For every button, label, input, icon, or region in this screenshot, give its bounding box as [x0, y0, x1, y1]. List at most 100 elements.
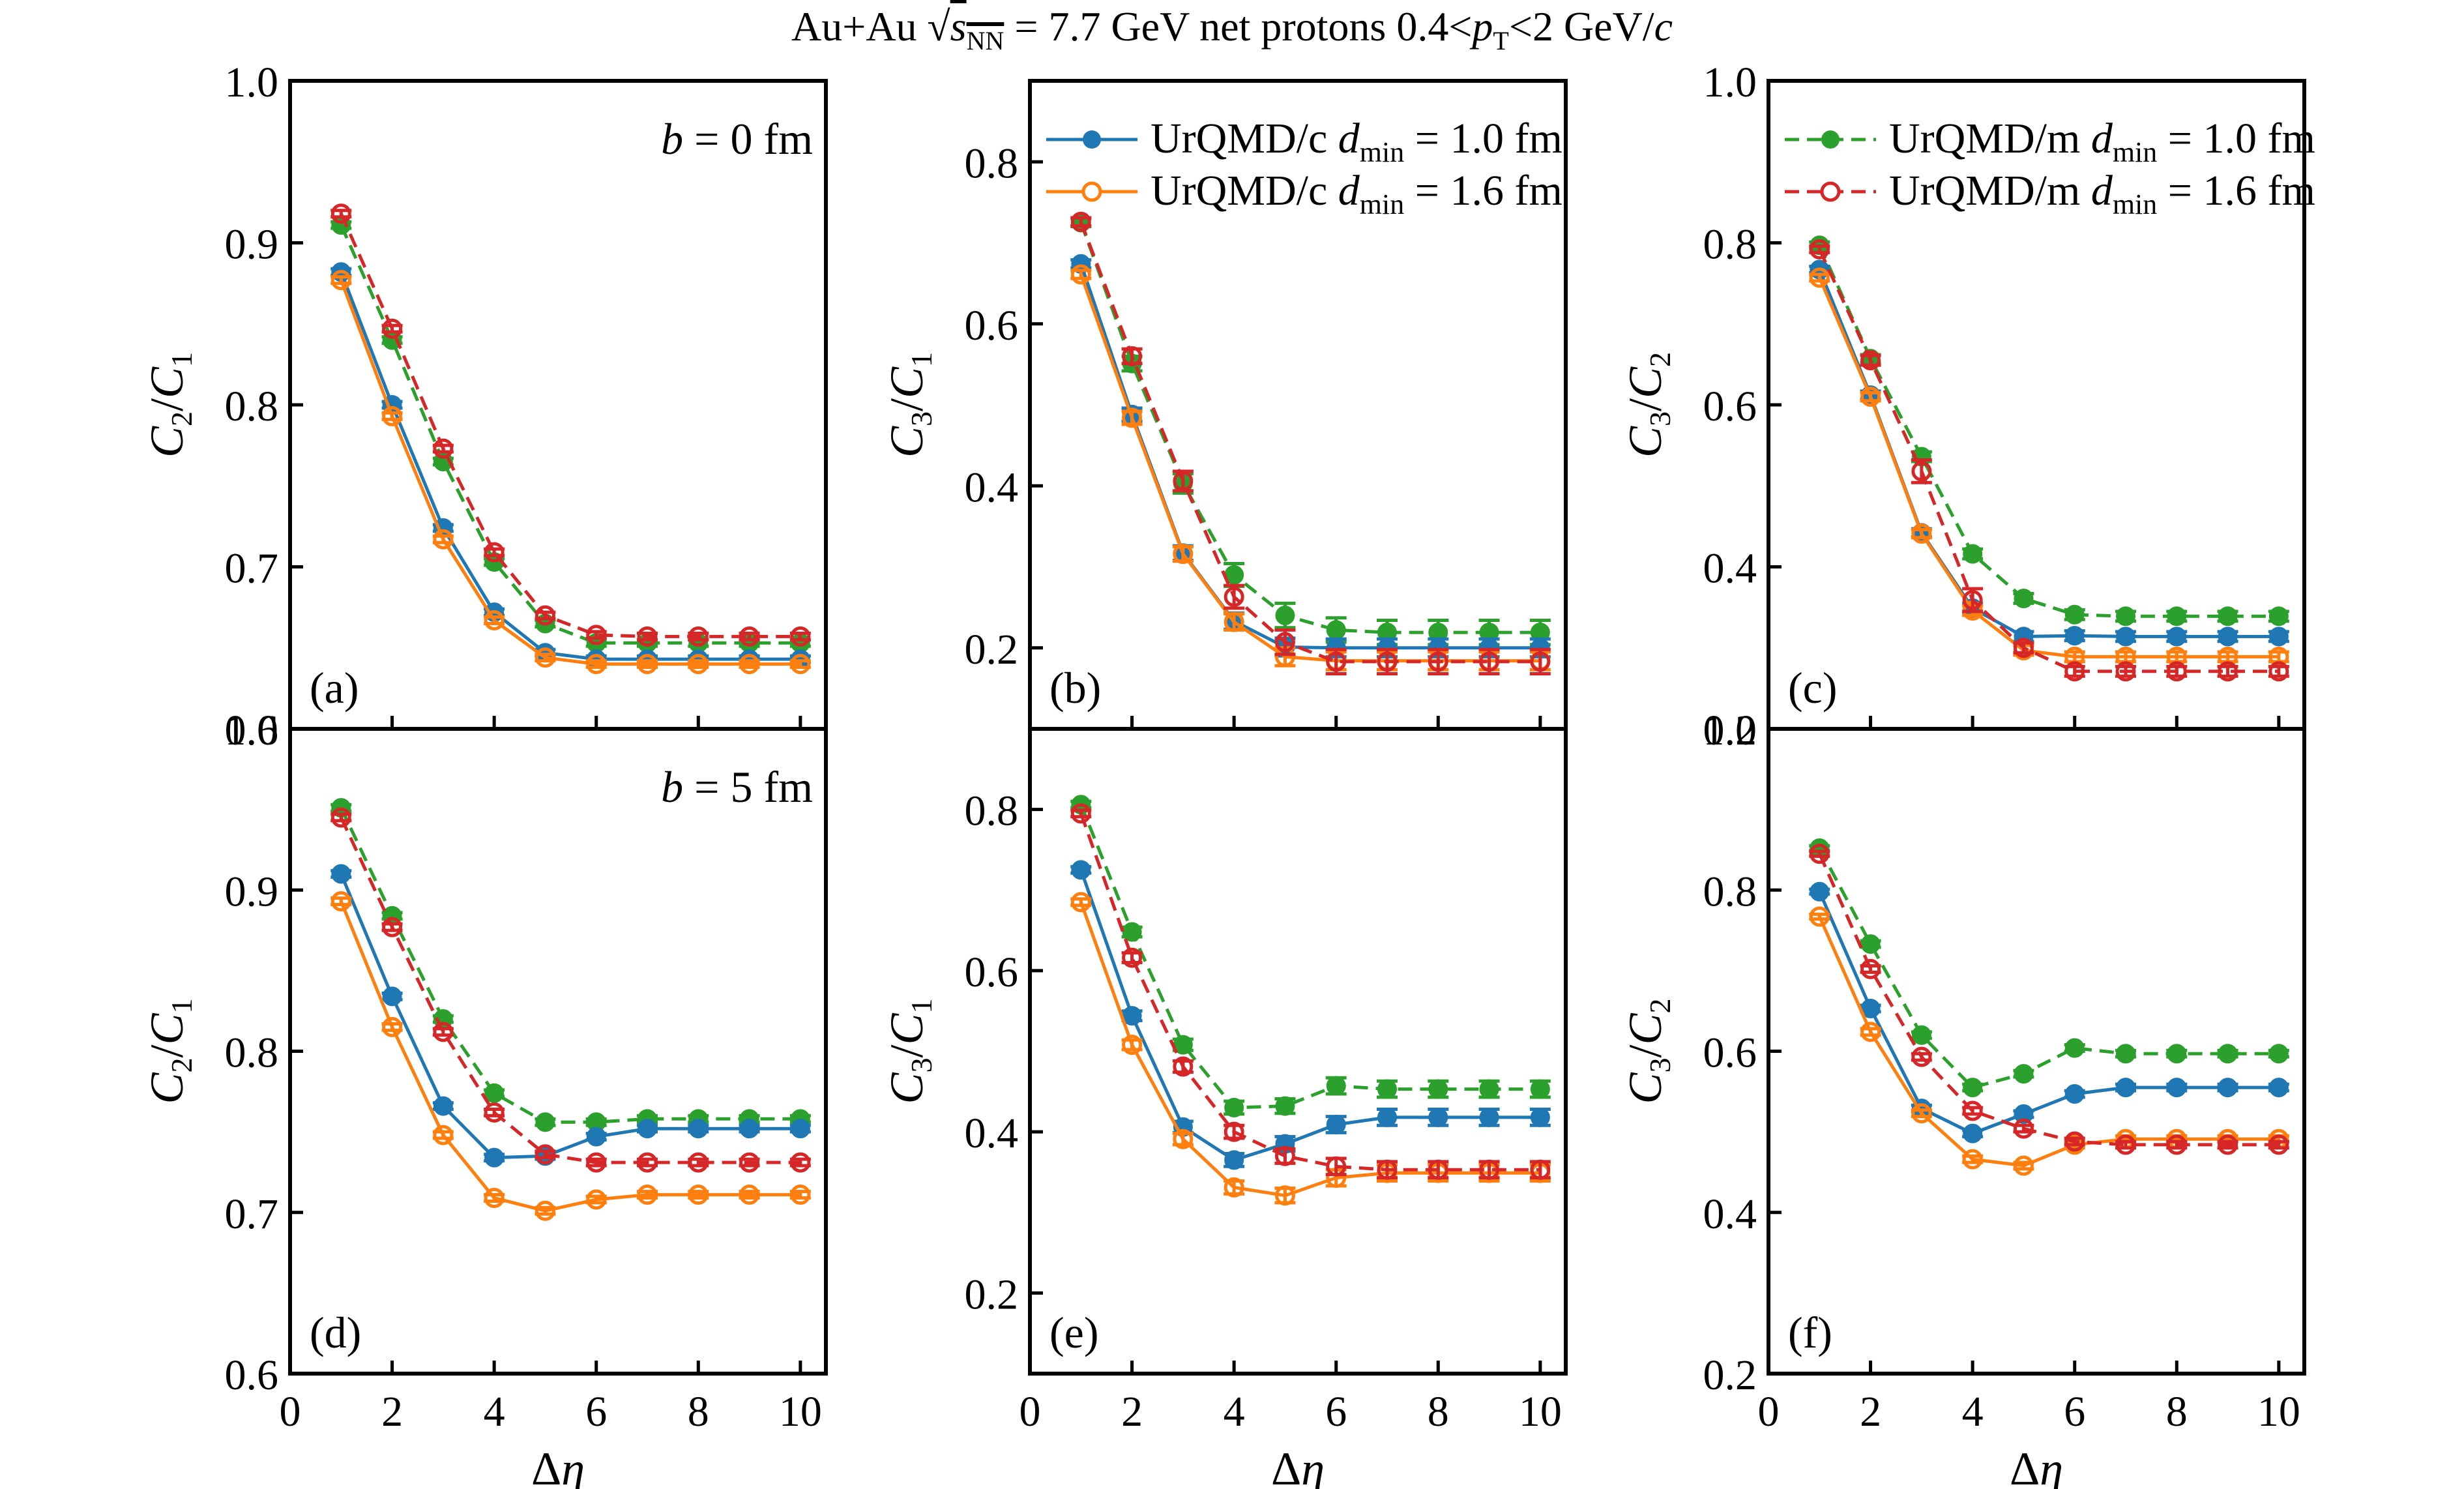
- data-point: [2218, 1044, 2238, 1064]
- data-point: [1071, 860, 1091, 880]
- ylabel-slash: /: [881, 398, 933, 411]
- data-point: [1860, 387, 1881, 407]
- panel-letter: (a): [310, 663, 359, 713]
- x-tick-label: 10: [2257, 1388, 2300, 1436]
- data-point: [1173, 544, 1194, 565]
- legend-marker: [1083, 130, 1101, 149]
- data-point: [1224, 1121, 1244, 1142]
- series-line-urqmd-m-1-6: [340, 816, 800, 1164]
- ylabel-num-sub: 3: [1643, 411, 1677, 426]
- y-tick-label: 0.4: [965, 1110, 1019, 1157]
- impact-parameter-annotation: b = 0 fm: [661, 114, 813, 164]
- data-point: [1070, 264, 1091, 285]
- data-point: [2013, 638, 2034, 658]
- xlabel-delta: Δ: [2010, 1443, 2040, 1489]
- legend-label: UrQMD/c dmin = 1.6 fm: [1151, 167, 1562, 220]
- data-point: [637, 626, 658, 647]
- title-middle: = 7.7 GeV net protons 0.4<: [1004, 3, 1473, 50]
- legend-label-sub: min: [2113, 136, 2157, 168]
- y-tick-label: 1.0: [225, 707, 279, 754]
- data-point: [535, 605, 555, 626]
- legend-label: UrQMD/c dmin = 1.0 fm: [1151, 115, 1562, 168]
- ylabel-den-sub: 2: [1643, 998, 1677, 1013]
- legend-label-model: UrQMD/c: [1151, 167, 1338, 214]
- data-point: [2116, 1078, 2135, 1098]
- panel-letter: (e): [1049, 1308, 1098, 1357]
- data-point: [2115, 1134, 2136, 1155]
- data-point: [790, 1185, 811, 1205]
- y-tick-label: 0.2: [1703, 707, 1757, 754]
- panel-a: 0.60.70.80.91.0C2/C1(a)b = 0 fm: [141, 59, 828, 754]
- data-point: [2218, 627, 2238, 647]
- data-point: [1530, 1079, 1550, 1099]
- data-point: [484, 1083, 505, 1103]
- legend-label-value: = 1.6 fm: [1404, 167, 1562, 214]
- legend-label-model: UrQMD/m: [1889, 167, 2091, 214]
- ylabel-c-den: C: [1619, 1012, 1671, 1044]
- data-point: [535, 1144, 555, 1165]
- data-point: [330, 807, 351, 828]
- x-tick-label: 2: [1860, 1388, 1881, 1436]
- series-line-urqmd-c-1-6: [1818, 276, 2279, 658]
- series-line-urqmd-c-1-6: [339, 900, 800, 1213]
- x-tick-label: 4: [484, 1388, 505, 1436]
- x-tick-label: 6: [1325, 1388, 1347, 1436]
- ylabel-c-num: C: [881, 426, 933, 458]
- ylabel-c-den: C: [1619, 366, 1671, 398]
- ylabel-c-num: C: [141, 1072, 193, 1104]
- annotation-b: b: [661, 762, 683, 812]
- data-point: [433, 438, 454, 459]
- ylabel-slash: /: [1619, 1044, 1671, 1057]
- x-tick-label: 6: [2064, 1388, 2085, 1436]
- data-point: [1326, 651, 1347, 672]
- data-point: [1122, 407, 1143, 428]
- data-point: [1809, 267, 1830, 288]
- data-point: [586, 1152, 607, 1173]
- series-line-urqmd-m-1-6: [1079, 812, 1540, 1172]
- data-point: [739, 626, 760, 647]
- y-tick-label: 0.8: [1703, 221, 1757, 269]
- data-point: [2268, 1044, 2289, 1064]
- data-point: [2218, 1134, 2238, 1155]
- ylabel-num-sub: 3: [1643, 1058, 1677, 1073]
- y-tick-label: 1.0: [1703, 59, 1757, 106]
- data-point: [2218, 661, 2238, 682]
- x-tick-label: 0: [1019, 1388, 1041, 1436]
- data-point: [1122, 346, 1143, 366]
- series-line-urqmd-m-1-0: [1079, 804, 1540, 1110]
- series-line-urqmd-m-1-6: [1818, 853, 2279, 1147]
- ylabel-den-sub: 1: [905, 352, 938, 367]
- data-point: [1962, 589, 1983, 610]
- y-tick-label: 0.9: [225, 868, 279, 915]
- data-point: [1911, 523, 1932, 544]
- legend-label-d: d: [1338, 167, 1360, 214]
- data-point: [2013, 1155, 2034, 1176]
- data-point: [739, 1119, 759, 1139]
- y-tick-label: 0.6: [1703, 383, 1757, 430]
- data-point: [382, 405, 403, 426]
- series-line-urqmd-m-1-0: [1818, 244, 2279, 618]
- data-point: [1963, 1078, 1983, 1098]
- y-tick-label: 0.4: [965, 464, 1019, 511]
- panel-letter: (d): [310, 1308, 361, 1357]
- data-point: [2268, 661, 2289, 682]
- y-axis-label: C2/C1: [141, 998, 198, 1104]
- data-point: [535, 1200, 555, 1221]
- data-point: [484, 1187, 505, 1208]
- data-point: [1860, 1022, 1881, 1042]
- ylabel-den-sub: 2: [1643, 352, 1677, 367]
- data-point: [382, 917, 403, 937]
- ylabel-c-den: C: [881, 1012, 933, 1044]
- data-point: [1326, 620, 1346, 640]
- legend-label-value: = 1.6 fm: [2157, 167, 2315, 214]
- data-point: [1224, 586, 1244, 607]
- x-tick-label: 0: [1758, 1388, 1780, 1436]
- data-point: [382, 1016, 403, 1037]
- data-point: [586, 1189, 607, 1210]
- data-point: [1070, 803, 1091, 824]
- data-point: [2268, 1134, 2289, 1155]
